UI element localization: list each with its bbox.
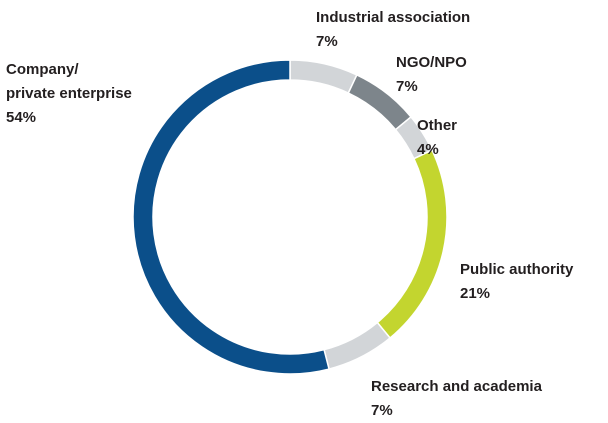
category-name: Research and academia (371, 378, 542, 395)
category-name: Public authority (460, 261, 574, 278)
slice-label: Public authority 21% (460, 258, 573, 306)
slice-label: NGO/NPO 7% (396, 51, 467, 99)
donut-segment (289, 59, 358, 95)
donut-segment (376, 149, 448, 340)
category-name: NGO/NPO (396, 54, 467, 71)
value-label: 7% (316, 33, 338, 50)
category-name: Other (417, 117, 458, 134)
donut-segment (132, 59, 330, 375)
slice-label: Research and academia 7% (371, 375, 542, 423)
value-label: 4% (417, 141, 439, 158)
value-label: 7% (371, 402, 393, 419)
slice-label: Other 4% (417, 114, 457, 162)
category-name: Company/ private enterprise (6, 61, 132, 102)
value-label: 7% (396, 78, 418, 95)
value-label: 21% (460, 285, 491, 302)
slice-label: Industrial association 7% (316, 6, 470, 54)
category-name: Industrial association (316, 9, 471, 26)
value-label: 54% (6, 109, 37, 126)
donut-segment (323, 321, 392, 370)
slice-label: Company/ private enterprise 54% (6, 58, 132, 130)
